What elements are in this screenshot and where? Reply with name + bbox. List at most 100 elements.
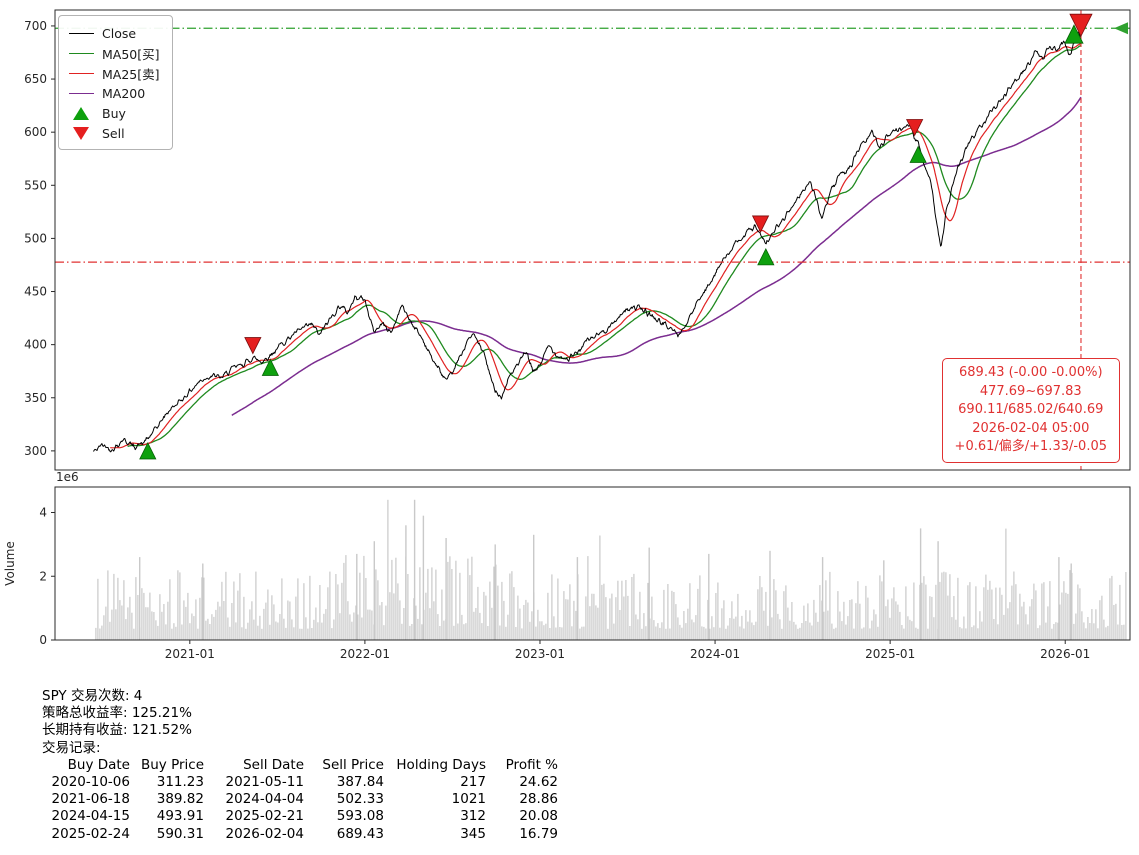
volume-bar (201, 577, 203, 640)
volume-bar (303, 583, 305, 640)
volume-bar (695, 615, 697, 640)
volume-panel-border (54, 486, 1131, 641)
volume-bar (885, 606, 887, 640)
volume-bar (383, 625, 385, 640)
volume-bar (665, 628, 667, 640)
volume-bar (397, 583, 399, 640)
x-tick-label: 2021-01 (165, 647, 215, 661)
volume-bar (849, 600, 851, 640)
volume-bar (187, 592, 189, 640)
volume-bar (291, 619, 293, 640)
price-tick-label: 500 (24, 231, 47, 245)
legend-swatch (67, 126, 95, 140)
volume-bar (771, 617, 773, 640)
volume-bar (269, 624, 271, 640)
volume-bar (317, 622, 319, 640)
volume-bar (859, 603, 861, 640)
volume-bar (551, 574, 553, 640)
volume-bar (1033, 583, 1035, 640)
volume-bar (763, 610, 765, 640)
volume-bar (1091, 609, 1093, 640)
volume-bar (599, 535, 601, 640)
volume-bar (311, 628, 313, 640)
volume-bar (793, 621, 795, 640)
close-line-swatch (68, 32, 94, 34)
volume-bar (667, 584, 669, 640)
volume-bar (663, 589, 665, 640)
volume-bar (341, 582, 343, 640)
volume-bar (887, 599, 889, 640)
volume-bar (371, 610, 373, 640)
volume-bar (871, 620, 873, 640)
volume-bar (143, 592, 145, 640)
volume-bar (1119, 584, 1121, 640)
volume-bar (973, 625, 975, 640)
volume-bar (585, 596, 587, 640)
volume-bar (189, 623, 191, 640)
upper-ref-arrow-icon (1114, 22, 1128, 35)
volume-bar (789, 620, 791, 640)
volume-bar (333, 619, 335, 640)
volume-bar (865, 585, 867, 640)
volume-bar (233, 581, 235, 640)
volume-bar (943, 571, 945, 640)
volume-bar (1065, 592, 1067, 640)
volume-bar (657, 623, 659, 640)
trade-row: 2025-02-24 590.31 2026-02-04 689.43 345 16.79 (42, 826, 558, 843)
volume-bar (403, 608, 405, 640)
volume-offset-label: 1e6 (56, 470, 79, 484)
trade-cell: 689.43 (336, 825, 384, 842)
volume-bar (761, 587, 763, 640)
volume-bar (951, 617, 953, 640)
volume-bar (283, 618, 285, 640)
volume-bar (1101, 595, 1103, 640)
trade-cell: 16.79 (519, 825, 558, 842)
volume-bar (229, 626, 231, 640)
volume-bar (1035, 590, 1037, 640)
volume-bar (625, 580, 627, 640)
volume-bar (485, 595, 487, 640)
volume-bar (929, 596, 931, 640)
volume-bar (1095, 609, 1097, 640)
volume-bar (611, 593, 613, 640)
volume-bar (729, 618, 731, 640)
volume-bar (1085, 628, 1087, 640)
trade-cell: 2026-02-04 (225, 825, 304, 842)
trade-col-header: Buy Price (140, 756, 204, 773)
volume-spike-bar (648, 547, 650, 640)
volume-bar (787, 607, 789, 640)
volume-spike-bar (919, 528, 922, 640)
volume-bar (855, 603, 857, 640)
volume-bar (597, 607, 599, 640)
volume-bar (587, 556, 589, 640)
trade-cell: 2025-02-24 (51, 825, 130, 842)
volume-bar (331, 628, 333, 640)
volume-bar (275, 621, 277, 640)
trade-cell: 2021-06-18 (51, 791, 130, 808)
summary-buyhold-return: 长期持有收益: 121.52% (42, 722, 192, 739)
volume-bar (949, 574, 951, 640)
volume-spike-bar (405, 525, 407, 641)
volume-bar (873, 609, 875, 640)
buy-marker (757, 247, 775, 266)
volume-bar (633, 573, 635, 640)
volume-bar (381, 602, 383, 640)
volume-bar (777, 613, 779, 640)
x-tick-label: 2023-01 (515, 647, 565, 661)
volume-bar (265, 602, 267, 640)
ma25-line (110, 43, 1082, 449)
volume-bar (701, 626, 703, 640)
volume-tick-label: 0 (39, 633, 47, 647)
volume-spike-bar (769, 550, 771, 641)
volume-bar (631, 577, 633, 640)
volume-bar (573, 600, 575, 640)
trade-cell: 2025-02-21 (225, 808, 304, 825)
volume-bar (195, 599, 197, 640)
volume-bar (105, 606, 107, 640)
volume-bar (671, 590, 673, 640)
volume-bar (399, 600, 401, 640)
volume-bar (191, 613, 193, 640)
volume-bar (279, 614, 281, 640)
volume-bar (673, 592, 675, 640)
